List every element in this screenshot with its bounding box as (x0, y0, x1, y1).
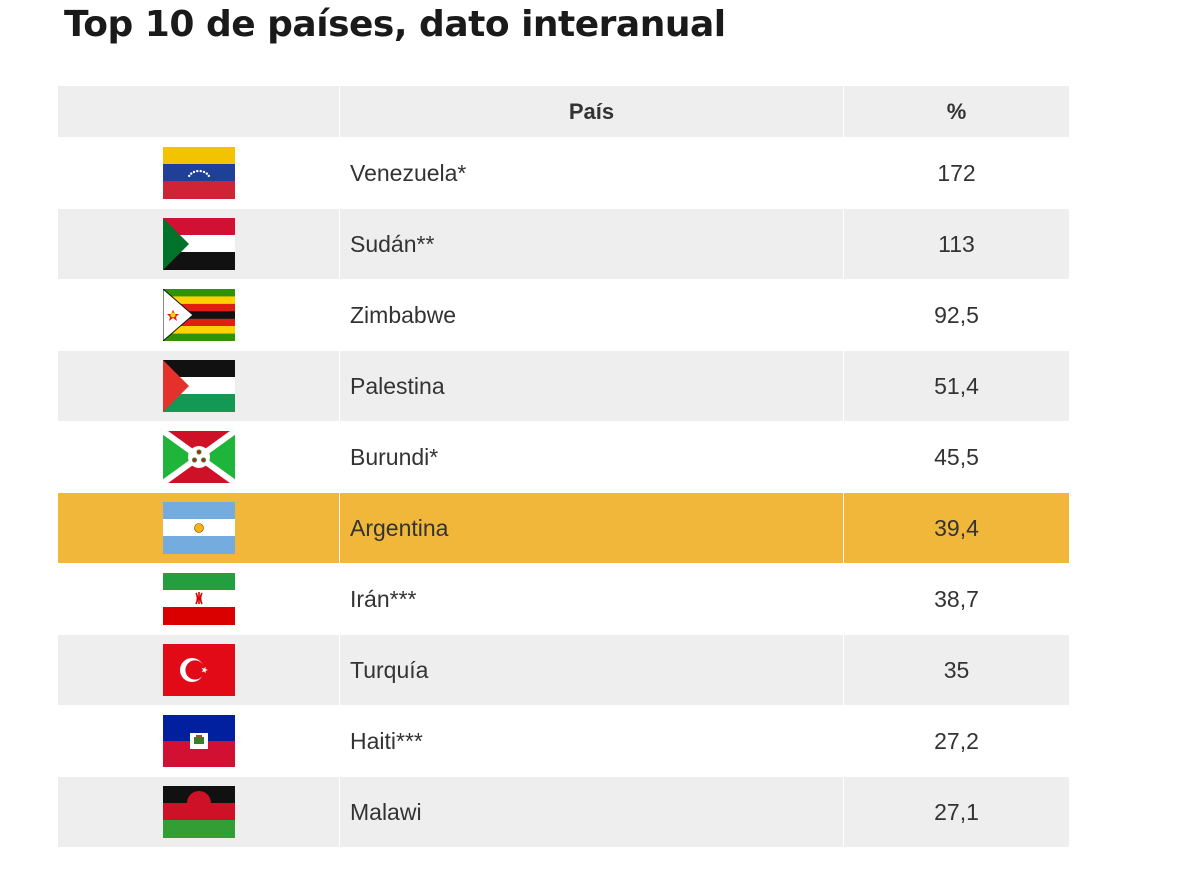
header-flag-cell (58, 86, 339, 137)
table-row: Zimbabwe 92,5 (58, 280, 1069, 351)
inflation-table: País % Venezuela* 172 Sudán** 113 Zimbabwe 92… (58, 86, 1069, 848)
inflation-value: 172 (843, 138, 1069, 208)
flag-cell (58, 280, 339, 350)
table-row: Venezuela* 172 (58, 138, 1069, 209)
inflation-value: 45,5 (843, 422, 1069, 492)
inflation-value: 39,4 (843, 493, 1069, 563)
table-body: Venezuela* 172 Sudán** 113 Zimbabwe 92,5 Pales… (58, 138, 1069, 848)
table-row: Burundi* 45,5 (58, 422, 1069, 493)
flag-cell (58, 706, 339, 776)
country-name: Zimbabwe (339, 280, 843, 350)
country-name: Irán*** (339, 564, 843, 634)
malawi-flag (162, 786, 235, 838)
haiti-flag (162, 715, 235, 767)
country-name: Malawi (339, 777, 843, 847)
argentina-flag (162, 502, 235, 554)
table-row: Palestina 51,4 (58, 351, 1069, 422)
inflation-value: 92,5 (843, 280, 1069, 350)
zimbabwe-flag (162, 289, 235, 341)
country-name: Palestina (339, 351, 843, 421)
header-country: País (339, 86, 843, 137)
flag-cell (58, 351, 339, 421)
country-name: Burundi* (339, 422, 843, 492)
country-name: Turquía (339, 635, 843, 705)
flag-cell (58, 493, 339, 563)
country-name: Sudán** (339, 209, 843, 279)
table-row: Malawi 27,1 (58, 777, 1069, 848)
country-name: Venezuela* (339, 138, 843, 208)
iran-flag (162, 573, 235, 625)
sudan-flag (162, 218, 235, 270)
flag-cell (58, 209, 339, 279)
flag-cell (58, 635, 339, 705)
header-percent: % (843, 86, 1069, 137)
inflation-value: 51,4 (843, 351, 1069, 421)
venezuela-flag (162, 147, 235, 199)
table-header: País % (58, 86, 1069, 138)
table-row: Haiti*** 27,2 (58, 706, 1069, 777)
flag-cell (58, 564, 339, 634)
palestine-flag (162, 360, 235, 412)
inflation-value: 38,7 (843, 564, 1069, 634)
burundi-flag (162, 431, 235, 483)
turkey-flag (162, 644, 235, 696)
table-row: Argentina 39,4 (58, 493, 1069, 564)
inflation-value: 27,1 (843, 777, 1069, 847)
inflation-value: 35 (843, 635, 1069, 705)
table-row: Turquía 35 (58, 635, 1069, 706)
inflation-value: 27,2 (843, 706, 1069, 776)
country-name: Haiti*** (339, 706, 843, 776)
table-row: Irán*** 38,7 (58, 564, 1069, 635)
country-name: Argentina (339, 493, 843, 563)
page-title: Top 10 de países, dato interanual (64, 4, 726, 45)
inflation-value: 113 (843, 209, 1069, 279)
flag-cell (58, 138, 339, 208)
flag-cell (58, 777, 339, 847)
table-row: Sudán** 113 (58, 209, 1069, 280)
flag-cell (58, 422, 339, 492)
